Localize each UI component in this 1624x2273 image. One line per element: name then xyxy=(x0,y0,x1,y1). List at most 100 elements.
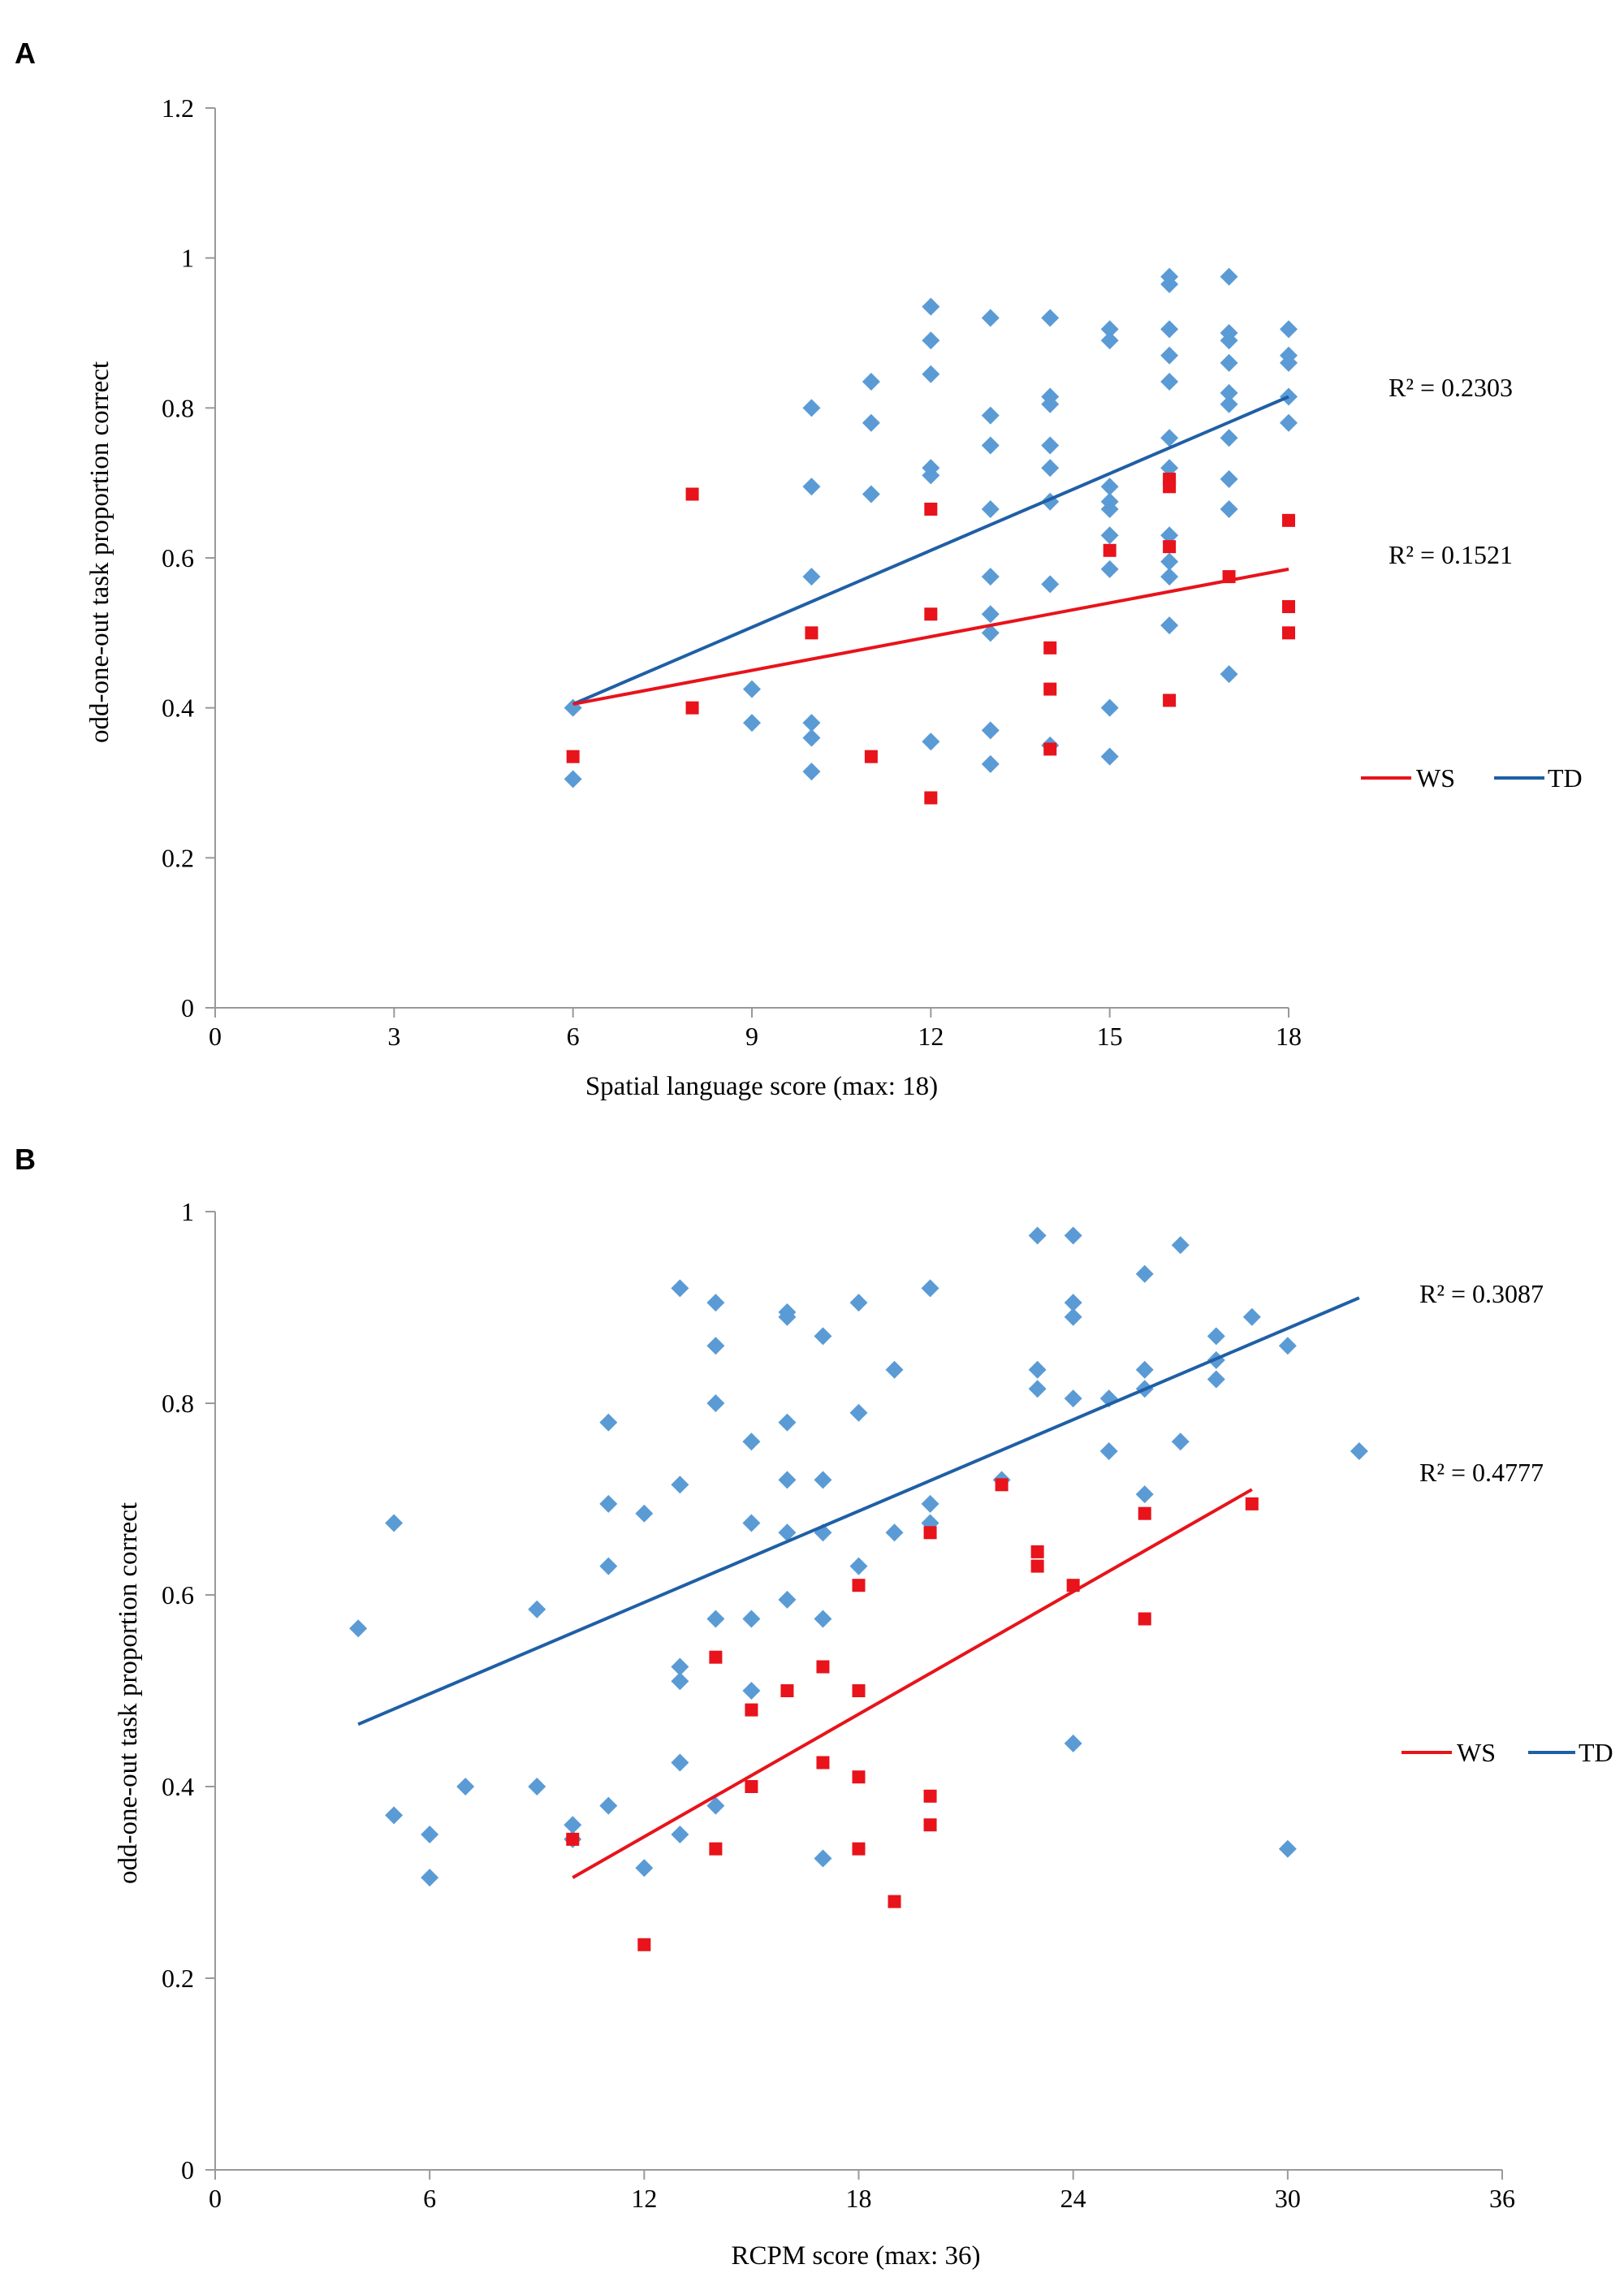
panel-b-td-point xyxy=(814,1849,832,1868)
panel-b-td-point xyxy=(599,1413,618,1432)
panel-a-y-tick-label: 1 xyxy=(181,244,194,273)
panel-a-x-tick-label: 0 xyxy=(209,1022,222,1051)
panel-b-ws-point xyxy=(1138,1612,1151,1626)
panel-b-td-r2-label: R² = 0.3087 xyxy=(1419,1279,1544,1308)
panel-a-x-tick-label: 12 xyxy=(918,1022,944,1051)
panel-a-td-point xyxy=(1280,320,1298,339)
panel-b-td-point xyxy=(671,1657,689,1676)
panel-b-y-tick-label: 0.2 xyxy=(162,1964,194,1993)
panel-a-td-point xyxy=(802,763,821,781)
panel-b-td-point xyxy=(1099,1442,1118,1460)
panel-a-ws-point xyxy=(805,626,818,640)
panel-b-td-point xyxy=(1028,1360,1047,1379)
panel-a-ws-point xyxy=(1282,626,1295,640)
panel-a-ws-point xyxy=(1282,513,1295,527)
panel-b-ws-point xyxy=(923,1789,937,1803)
panel-b-td-point xyxy=(1064,1226,1082,1245)
panel-b-ws-point xyxy=(745,1703,758,1717)
panel-b-td-point xyxy=(885,1360,904,1379)
panel-b-td-point xyxy=(1207,1370,1225,1389)
panel-a-td-point xyxy=(1160,526,1179,545)
panel-a-td-point xyxy=(1160,552,1179,571)
panel-a-td-point xyxy=(1160,616,1179,635)
panel-b-td-point xyxy=(671,1753,689,1772)
panel-a-td-point xyxy=(1280,413,1298,432)
panel-b-x-tick-label: 12 xyxy=(631,2184,657,2213)
panel-b-td-point xyxy=(921,1279,939,1298)
panel-a-ws-point xyxy=(1043,742,1057,756)
panel-a-ws-trendline xyxy=(572,567,1289,707)
panel-b-ws-point xyxy=(923,1526,937,1540)
panel-b-td-point xyxy=(385,1806,404,1825)
panel-a-x-tick-label: 9 xyxy=(745,1022,758,1051)
panel-b-td-point xyxy=(742,1682,761,1700)
panel-a-legend-td-label: TD xyxy=(1548,763,1583,793)
panel-a-td-point xyxy=(802,728,821,747)
panel-b-ws-point xyxy=(852,1770,866,1784)
panel-b-td-point xyxy=(1135,1264,1154,1283)
panel-b-td-point xyxy=(742,1514,761,1532)
panel-b-td-point xyxy=(1135,1485,1154,1504)
panel-a-td-point xyxy=(1160,373,1179,391)
panel-a-td-point xyxy=(981,406,1000,425)
panel-a-y-tick-label: 0.8 xyxy=(162,393,194,422)
panel-a-td-point xyxy=(1220,353,1238,372)
panel-b-ws-point xyxy=(745,1780,758,1793)
panel-b-x-tick-label: 24 xyxy=(1060,2184,1086,2213)
panel-b-td-point xyxy=(599,1494,618,1513)
panel-a-ws-point xyxy=(924,607,938,621)
panel-b-ws-point xyxy=(1138,1506,1151,1520)
panel-b-td-point xyxy=(1064,1389,1082,1408)
panel-b-x-tick-label: 6 xyxy=(423,2184,436,2213)
panel-a-td-point xyxy=(981,499,1000,518)
panel-a-y-tick-label: 0.2 xyxy=(162,843,194,872)
panel-b-y-axis-title: odd-one-out task proportion correct xyxy=(114,1502,143,1884)
panel-b-td-point xyxy=(706,1610,725,1628)
panel-a-y-tick-label: 1.2 xyxy=(162,93,194,123)
panel-b-td-point xyxy=(671,1279,689,1298)
panel-b-legend: WS TD xyxy=(1402,1738,1613,1767)
panel-a-ws-point xyxy=(864,750,878,763)
panel-a-legend: WS TD xyxy=(1361,763,1583,793)
panel-a-td-point xyxy=(1220,331,1238,350)
panel-b-td-point xyxy=(456,1778,475,1795)
panel-a-td-point xyxy=(981,605,1000,624)
panel-b-td-point xyxy=(706,1796,725,1815)
panel-b-ws-point xyxy=(1030,1545,1044,1558)
panel-b-x-tick-label: 36 xyxy=(1489,2184,1515,2213)
panel-a-td-point xyxy=(1160,346,1179,365)
panel-b-td-point xyxy=(778,1413,797,1432)
panel-a-td-point xyxy=(1100,331,1119,350)
panel-a-td-point xyxy=(1041,436,1060,455)
panel-b-td-point xyxy=(564,1816,582,1834)
panel-b-ws-point xyxy=(923,1818,937,1832)
panel-a-td-point xyxy=(802,478,821,496)
panel-a-td-point xyxy=(981,568,1000,586)
panel-b-td-point xyxy=(778,1307,797,1326)
panel-b-ws-point xyxy=(780,1684,794,1697)
panel-a-td-point xyxy=(743,714,761,732)
panel-b-td-point xyxy=(1028,1226,1047,1245)
panel-b-td-point xyxy=(1207,1327,1225,1346)
panel-b-ws-point xyxy=(637,1938,651,1951)
panel-b-td-point xyxy=(921,1494,939,1513)
panel-a-td-point xyxy=(1160,568,1179,586)
panel-b-td-point xyxy=(421,1826,439,1843)
panel-b-ws-point xyxy=(816,1660,830,1674)
panel-a-ws-point xyxy=(1103,543,1116,557)
panel-b-ws-r2-label: R² = 0.4777 xyxy=(1419,1458,1544,1487)
panel-a-td-point xyxy=(862,413,880,432)
panel-a-td-trendline xyxy=(572,395,1289,706)
panel-b-td-point xyxy=(349,1619,368,1638)
panel-a-y-tick-label: 0 xyxy=(181,993,194,1022)
panel-b-td-point xyxy=(849,1403,868,1422)
panel-a-x-tick-label: 18 xyxy=(1276,1022,1302,1051)
panel-b-td-point xyxy=(421,1869,439,1887)
panel-b-td-point xyxy=(849,1294,868,1312)
panel-a-letter: A xyxy=(15,37,36,70)
panel-a-td-point xyxy=(1100,478,1119,496)
panel-a-x-axis-title: Spatial language score (max: 18) xyxy=(585,1072,938,1101)
panel-a-td-point xyxy=(1160,429,1179,447)
panel-a-ws-point xyxy=(924,502,938,516)
panel-b-td-point xyxy=(778,1590,797,1609)
